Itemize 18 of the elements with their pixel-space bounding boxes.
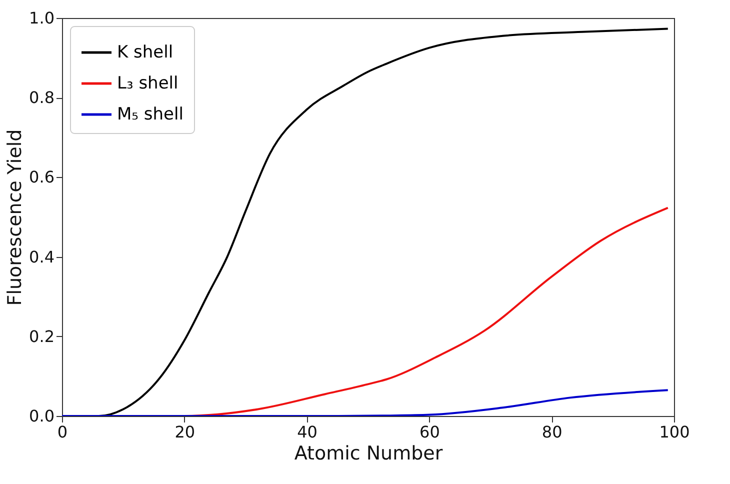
y-tick-label: 0.2 (29, 326, 54, 346)
x-axis-title: Atomic Number (294, 442, 443, 464)
legend-label: M₅ shell (117, 104, 184, 124)
y-tick-label: 0.4 (29, 247, 54, 266)
y-tick-label: 1.0 (29, 8, 54, 28)
legend-label: L₃ shell (117, 74, 178, 94)
x-tick-label: 60 (420, 422, 440, 442)
y-tick-label: 0.6 (29, 168, 54, 187)
x-tick-label: 0 (57, 422, 68, 442)
x-tick-label: 20 (174, 422, 196, 442)
legend-label: K shell (117, 42, 174, 62)
x-tick-label: 80 (542, 422, 562, 442)
y-tick-label: 0.0 (29, 406, 54, 426)
y-tick-label: 0.8 (29, 88, 54, 108)
x-tick-label: 40 (297, 422, 318, 442)
x-tick-label: 100 (659, 422, 690, 442)
y-axis-title: Fluorescence Yield (4, 129, 26, 306)
line-series (62, 389, 669, 416)
